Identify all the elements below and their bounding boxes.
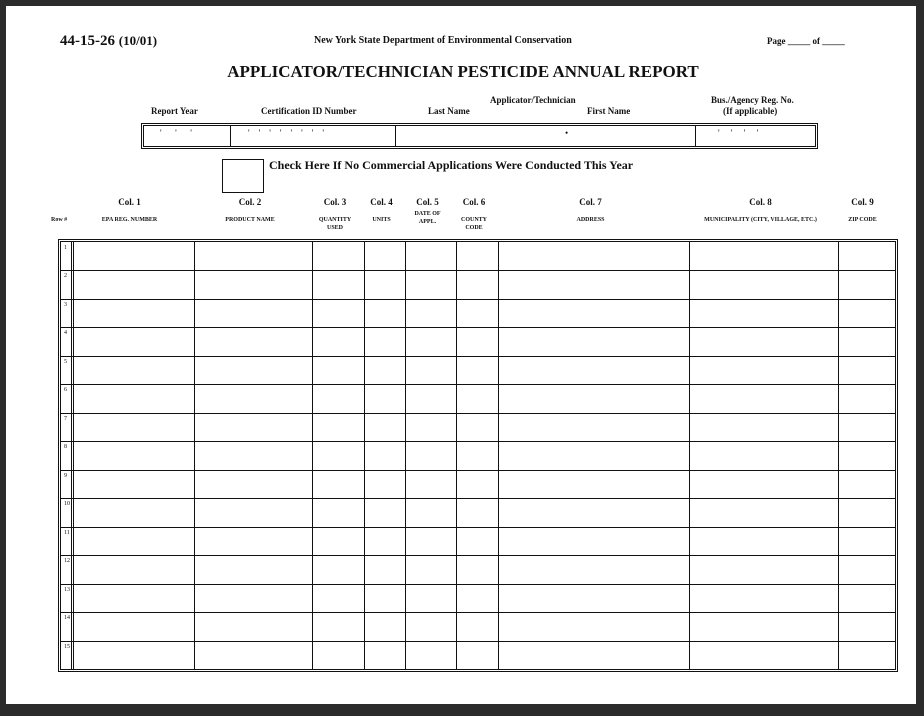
agency-name: New York State Department of Environment…	[314, 35, 572, 46]
column-divider	[456, 242, 457, 669]
page-title: APPLICATOR/TECHNICIAN PESTICIDE ANNUAL R…	[227, 62, 699, 81]
form-page: 44-15-26 (10/01) New York State Departme…	[6, 6, 916, 704]
column-header: UNITS	[372, 217, 391, 223]
column-number: Col. 3	[323, 197, 347, 207]
column-number: Col. 1	[118, 197, 141, 207]
row-divider	[61, 327, 895, 329]
row-divider	[61, 412, 895, 414]
row-divider	[61, 384, 895, 386]
column-number: Col. 8	[749, 197, 772, 207]
row-divider	[61, 583, 895, 585]
row-number: 5	[64, 358, 67, 365]
row-number: 10	[64, 501, 70, 508]
column-divider	[364, 242, 365, 669]
label-report-year: Report Year	[151, 106, 198, 116]
row-divider	[61, 355, 895, 357]
page-number[interactable]: Page _____ of _____	[767, 36, 845, 46]
column-divider	[498, 242, 499, 669]
column-divider	[838, 242, 839, 669]
row-number: 3	[64, 301, 67, 308]
row-number: 8	[64, 444, 67, 451]
column-divider	[405, 242, 406, 669]
row-number: 13	[64, 586, 70, 593]
column-header: ADDRESS	[576, 217, 605, 223]
row-number: 15	[64, 643, 70, 650]
column-number: Col. 2	[238, 197, 262, 207]
column-divider	[194, 242, 195, 669]
row-divider	[61, 526, 895, 528]
applicator-info-fields[interactable]: ' ' ' ' ' ' ' ' ' ' ' • ' ' ' '	[141, 123, 818, 149]
row-divider	[61, 612, 895, 614]
row-number: 14	[64, 615, 70, 622]
label-cert-id: Certification ID Number	[261, 106, 357, 116]
row-number: 1	[64, 245, 67, 251]
column-header: PRODUCT NAME	[225, 217, 275, 223]
no-applications-label: Check Here If No Commercial Applications…	[269, 158, 634, 172]
row-divider	[61, 469, 895, 471]
row-number: 9	[64, 472, 67, 479]
row-number: 12	[64, 558, 70, 565]
column-header: COUNTY CODE	[460, 217, 487, 231]
report-table[interactable]: 1 2 3 4 5 6 7 8 9 10 11 12 13 14 15	[58, 239, 898, 672]
column-header: QUANTITY USED	[318, 217, 352, 231]
row-divider	[61, 441, 895, 443]
label-last-name: Last Name	[428, 106, 470, 116]
row-number-header: Row #	[51, 217, 68, 223]
column-header: DATE OF APPL.	[414, 211, 441, 225]
row-number: 11	[64, 529, 70, 536]
column-number: Col. 9	[851, 197, 874, 207]
row-number: 2	[64, 273, 67, 280]
row-divider	[61, 555, 895, 557]
column-number: Col. 5	[416, 197, 439, 207]
no-applications-checkbox[interactable]	[222, 159, 264, 193]
row-divider	[61, 298, 895, 300]
form-id: 44-15-26 (10/01)	[60, 33, 158, 49]
row-number: 4	[64, 330, 67, 337]
row-divider	[61, 640, 895, 642]
column-header: ZIP CODE	[848, 217, 877, 223]
column-number: Col. 4	[370, 197, 393, 207]
column-header: MUNICIPALITY (CITY, VILLAGE, ETC.)	[704, 217, 817, 223]
column-divider	[71, 242, 74, 669]
column-header: EPA REG. NUMBER	[101, 217, 158, 223]
column-divider	[312, 242, 313, 669]
row-divider	[61, 270, 895, 272]
column-number: Col. 7	[579, 197, 602, 207]
label-if-applicable: (If applicable)	[723, 106, 778, 116]
column-number: Col. 6	[462, 197, 486, 207]
row-number: 6	[64, 387, 67, 394]
label-first-name: First Name	[587, 106, 631, 116]
row-number: 7	[64, 415, 67, 422]
row-divider	[61, 498, 895, 500]
label-applicator: Applicator/Technician	[490, 95, 576, 105]
label-bus-reg: Bus./Agency Reg. No.	[711, 95, 794, 105]
column-divider	[689, 242, 690, 669]
